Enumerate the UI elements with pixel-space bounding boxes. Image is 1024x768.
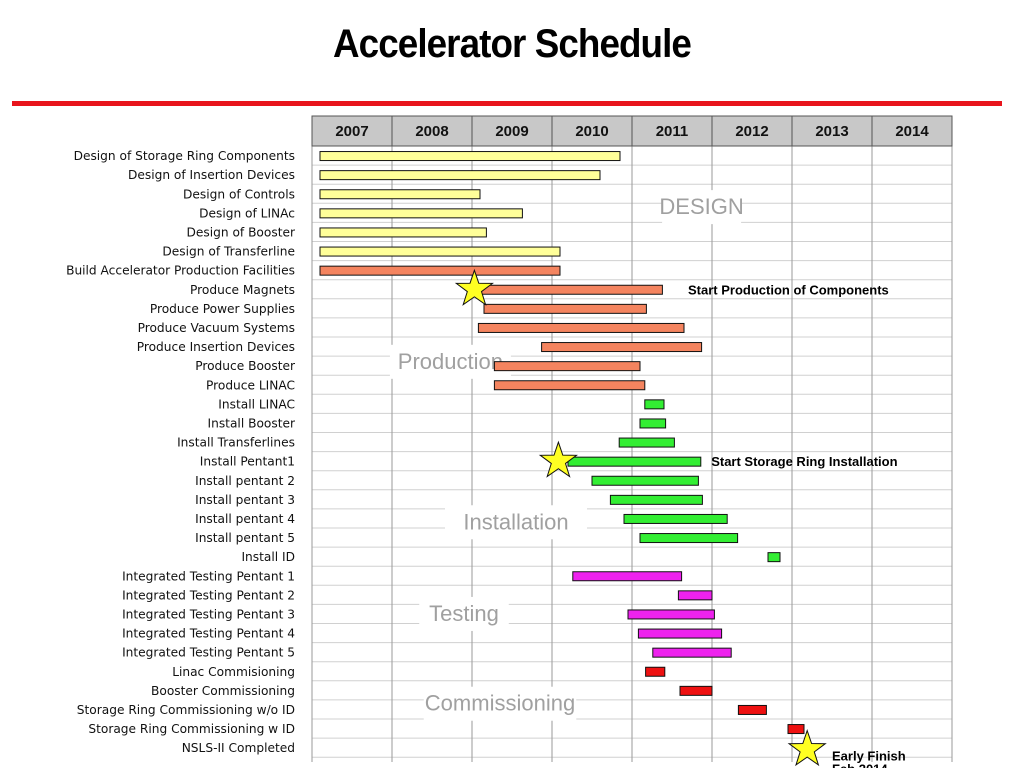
milestone-star-icon [454,268,494,306]
page-title: Accelerator Schedule [333,22,692,66]
task-label: Design of Controls [183,187,295,201]
task-bar [319,246,561,257]
year-label: 2011 [656,123,689,140]
task-bar [645,666,666,677]
task-label: Design of Booster [187,225,296,239]
task-label: Build Accelerator Production Facilities [66,264,295,278]
annotations: Start Production of Components Start Stor… [454,268,906,768]
task-bar [787,724,805,735]
task-label: Produce Vacuum Systems [138,321,295,335]
annotation-text: Early Finish [832,748,906,763]
task-label: Install Booster [208,416,296,430]
task-bar [591,475,699,486]
task-label: Produce Booster [195,359,296,373]
task-bar [737,704,767,715]
title-rule [12,101,1002,106]
phase-label-bg [445,505,587,540]
phase-labels: DESIGN Production Installation Testing Commi… [389,190,744,721]
task-label: Produce Magnets [190,283,295,297]
task-bars [319,151,805,735]
task-bar [639,533,739,544]
task-bar [567,456,702,467]
task-bar [319,208,523,219]
task-label: Design of Insertion Devices [128,168,295,182]
task-bar [493,380,646,391]
task-bar [618,437,675,448]
task-label: Install ID [241,550,295,564]
year-label: 2009 [495,123,528,140]
phase-label: Testing [429,601,499,626]
task-label: NSLS-II Completed [182,741,295,755]
year-label: 2008 [415,123,448,140]
year-label: 2014 [895,123,929,140]
task-bar [677,590,713,601]
task-bar [541,342,703,353]
phase-label: Production [398,349,503,374]
task-label: Install pentant 5 [195,531,295,545]
task-bar [493,361,641,372]
task-label: Integrated Testing Pentant 1 [122,569,295,583]
task-label: Storage Ring Commissioning w/o ID [77,703,295,717]
task-label: Storage Ring Commissioning w ID [88,722,295,736]
task-label: Integrated Testing Pentant 2 [122,588,295,602]
task-label: Install Transferlines [177,436,295,450]
milestone-star-icon [538,440,578,478]
task-label: Linac Commisioning [172,665,295,679]
task-label: Produce Insertion Devices [137,340,295,354]
task-bar [319,189,481,200]
phase-label: DESIGN [659,194,743,219]
task-label: Booster Commissioning [151,684,295,698]
phase-label: Installation [463,509,568,534]
task-bar [319,151,621,162]
task-label: Produce Power Supplies [150,302,295,316]
task-label: Integrated Testing Pentant 4 [122,627,295,641]
task-bar [637,628,723,639]
task-label: Design of Storage Ring Components [74,149,295,163]
year-label: 2013 [815,123,848,140]
task-bar [319,170,601,181]
task-bar [679,685,713,696]
task-bar [477,322,685,333]
task-bar [644,399,665,410]
task-label: Produce LINAC [206,378,295,392]
task-bar [639,418,667,429]
task-bar [483,303,647,314]
phase-label-bg [662,190,742,225]
task-label: Integrated Testing Pentant 5 [122,646,295,660]
task-label: Install pentant 3 [195,493,295,507]
phase-label-bg [423,686,577,721]
task-label: Install pentant 2 [195,474,295,488]
task-label: Design of LINAc [199,206,295,220]
annotation-text: Start Storage Ring Installation [711,454,897,469]
phase-label-bg [389,344,511,379]
annotation-text: Start Production of Components [688,282,889,297]
task-labels: Design of Storage Ring Components Design … [66,149,296,755]
task-bar [609,494,703,505]
year-label: 2012 [735,123,768,140]
task-label: Install LINAC [218,397,295,411]
task-bar [627,609,715,620]
task-bar [623,513,728,524]
task-label: Integrated Testing Pentant 3 [122,607,295,621]
task-bar [319,265,561,276]
task-bar [471,284,663,295]
task-label: Design of Transferline [162,245,295,259]
task-label: Install Pentant1 [200,455,295,469]
year-header: 2007 2008 2009 2010 2011 2012 2013 2014 [311,115,953,147]
task-bar [767,552,781,563]
year-label: 2007 [335,123,368,140]
phase-label: Commissioning [425,691,575,716]
phase-label-bg [419,596,509,631]
task-label: Install pentant 4 [195,512,295,526]
task-bar [572,571,683,582]
year-label: 2010 [575,123,608,140]
annotation-text: Feb 2014 [832,762,888,768]
task-bar [652,647,732,658]
task-bar [319,227,487,238]
milestone-star-icon [787,729,827,767]
